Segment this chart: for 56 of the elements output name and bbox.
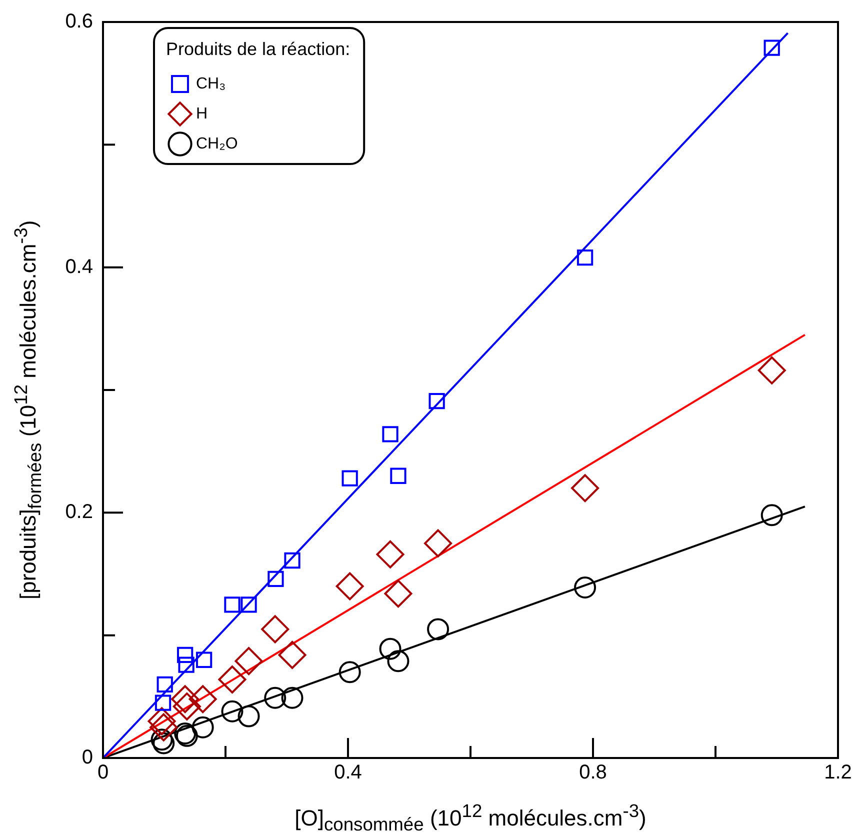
point	[177, 646, 194, 664]
point	[764, 40, 780, 56]
point	[150, 728, 173, 751]
point	[424, 529, 452, 558]
legend-label: H	[196, 105, 208, 122]
point	[218, 665, 246, 694]
point	[148, 707, 176, 736]
point	[240, 596, 257, 613]
point	[150, 713, 178, 742]
point	[281, 686, 304, 709]
point	[428, 392, 445, 410]
x-tick-label: 0	[97, 762, 109, 784]
point	[188, 685, 217, 714]
point	[192, 716, 214, 738]
point	[278, 640, 306, 669]
point	[171, 685, 200, 714]
point	[238, 705, 260, 728]
point	[387, 650, 410, 672]
point	[384, 580, 412, 608]
x-tick-label: 0.8	[579, 762, 607, 784]
point	[576, 249, 594, 266]
point	[342, 470, 358, 486]
point	[284, 552, 300, 569]
y-tick-label: 0	[82, 746, 93, 769]
legend-label: CH₂O	[196, 135, 238, 152]
x-tick-label: 0.4	[334, 762, 362, 784]
legend-title: Produits de la réaction:	[166, 38, 350, 59]
x-axis-title: [O]$_{consommée}$ (10$^{12}$ molécules.cm$^{-3}$)	[294, 800, 648, 836]
y-tick-label: 0.2	[65, 501, 93, 524]
point	[221, 700, 244, 722]
y-tick-label: 0.6	[65, 10, 93, 33]
point	[571, 474, 600, 502]
point	[338, 661, 361, 684]
y-tick-label: 0.4	[65, 256, 93, 278]
point	[261, 615, 290, 644]
point	[264, 686, 286, 709]
point	[760, 504, 783, 526]
point	[427, 618, 450, 640]
point	[152, 732, 175, 754]
point	[336, 572, 364, 600]
legend-label: CH₃	[196, 75, 226, 92]
point	[196, 652, 212, 668]
point	[379, 638, 402, 660]
point	[268, 570, 284, 587]
point	[178, 656, 194, 673]
point	[390, 468, 406, 484]
point	[156, 676, 173, 692]
point	[574, 576, 596, 598]
point	[376, 540, 404, 568]
point	[234, 647, 263, 676]
point	[382, 426, 398, 442]
point	[154, 694, 172, 711]
x-tick-label: 1.2	[824, 762, 852, 784]
point	[224, 596, 240, 613]
point	[172, 692, 201, 720]
point	[758, 356, 786, 384]
